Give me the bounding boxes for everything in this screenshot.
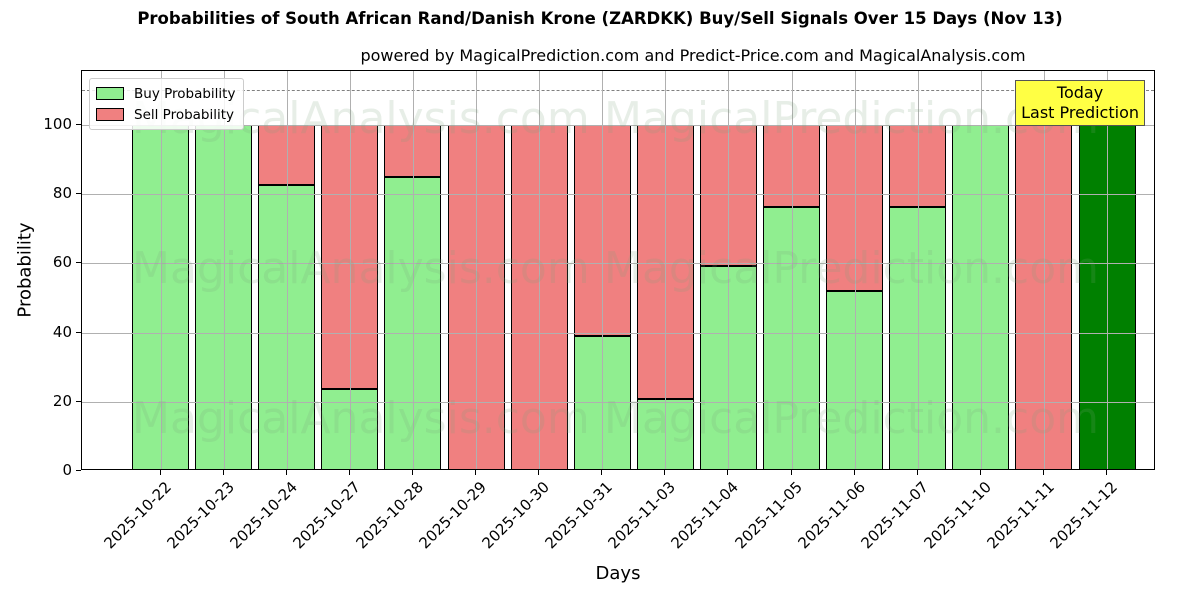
legend: Buy Probability Sell Probability	[89, 78, 245, 130]
y-tick-mark	[76, 331, 81, 333]
today-annotation: Today Last Prediction	[1015, 80, 1145, 126]
gridline-vertical	[665, 71, 667, 469]
x-tick-label: 2025-10-22	[100, 478, 175, 553]
y-tick-label: 100	[43, 115, 72, 133]
x-axis-title: Days	[595, 563, 641, 584]
annotation-line-2: Last Prediction	[1021, 103, 1139, 122]
y-axis-title: Probability	[14, 222, 36, 318]
x-tick-label: 2025-10-31	[541, 478, 617, 553]
x-tick-label: 2025-11-11	[983, 478, 1058, 553]
gridline-vertical	[917, 71, 919, 469]
x-tick-label: 2025-10-30	[478, 478, 554, 553]
gridline-vertical	[1107, 71, 1108, 469]
x-tick-label: 2025-10-29	[415, 478, 490, 553]
y-tick-label: 40	[52, 322, 72, 341]
x-tick-label: 2025-11-04	[667, 478, 743, 553]
x-tick-mark	[979, 470, 981, 475]
x-tick-mark	[159, 470, 161, 475]
y-tick-mark	[76, 400, 81, 402]
y-tick-mark	[76, 262, 81, 264]
annotation-line-1: Today	[1056, 83, 1104, 102]
x-tick-mark	[853, 470, 855, 475]
gridline-horizontal	[82, 125, 1154, 126]
x-tick-mark	[790, 470, 792, 475]
x-tick-mark	[222, 470, 224, 475]
buy-swatch	[96, 87, 124, 100]
y-tick-mark	[76, 193, 81, 195]
gridline-vertical	[223, 71, 225, 469]
y-tick-label: 80	[52, 184, 72, 203]
gridline-vertical	[791, 71, 793, 469]
x-tick-label: 2025-11-12	[1046, 478, 1121, 553]
x-tick-label: 2025-10-24	[226, 478, 301, 553]
reference-line	[82, 90, 1154, 92]
y-tick-mark	[76, 124, 81, 125]
y-tick-mark	[76, 470, 81, 471]
x-tick-mark	[601, 470, 603, 475]
gridline-horizontal	[82, 263, 1154, 265]
plot-area: Buy Probability Sell Probability Today L…	[81, 70, 1155, 470]
x-tick-mark	[1042, 470, 1044, 475]
x-tick-mark	[538, 470, 540, 475]
y-tick-label: 0	[62, 461, 72, 479]
legend-label-sell: Sell Probability	[134, 106, 235, 123]
x-tick-label: 2025-10-27	[289, 478, 364, 553]
x-tick-mark	[727, 470, 729, 475]
gridline-vertical	[728, 71, 730, 469]
x-tick-mark	[475, 470, 476, 475]
x-tick-label: 2025-11-07	[857, 478, 932, 553]
gridline-vertical	[854, 71, 856, 469]
gridline-vertical	[286, 71, 288, 469]
gridline-horizontal	[82, 194, 1154, 196]
gridline-vertical	[349, 71, 351, 469]
x-tick-label: 2025-11-10	[920, 478, 995, 553]
x-tick-mark	[411, 470, 413, 475]
sell-swatch	[96, 108, 124, 121]
legend-label-buy: Buy Probability	[134, 85, 236, 102]
x-tick-mark	[285, 470, 287, 475]
x-tick-mark	[664, 470, 666, 475]
gridline-vertical	[539, 71, 541, 469]
gridline-vertical	[160, 71, 162, 469]
x-tick-mark	[1106, 470, 1107, 475]
x-tick-label: 2025-10-28	[352, 478, 427, 553]
chart-title: Probabilities of South African Rand/Dani…	[137, 9, 1063, 28]
legend-item-buy: Buy Probability	[96, 83, 235, 104]
x-tick-label: 2025-11-03	[604, 478, 680, 553]
gridline-vertical	[412, 71, 414, 469]
gridline-vertical	[1043, 71, 1045, 469]
y-tick-label: 60	[52, 253, 72, 272]
chart-subtitle: powered by MagicalPrediction.com and Pre…	[360, 46, 1026, 65]
gridline-vertical	[980, 71, 982, 469]
x-tick-mark	[348, 470, 350, 475]
gridline-vertical	[476, 71, 477, 469]
gridline-horizontal	[82, 401, 1154, 403]
legend-item-sell: Sell Probability	[96, 104, 235, 125]
gridline-horizontal	[82, 332, 1154, 334]
y-tick-label: 20	[52, 391, 72, 410]
x-tick-mark	[916, 470, 918, 475]
gridline-vertical	[602, 71, 604, 469]
x-tick-label: 2025-11-05	[731, 478, 806, 553]
